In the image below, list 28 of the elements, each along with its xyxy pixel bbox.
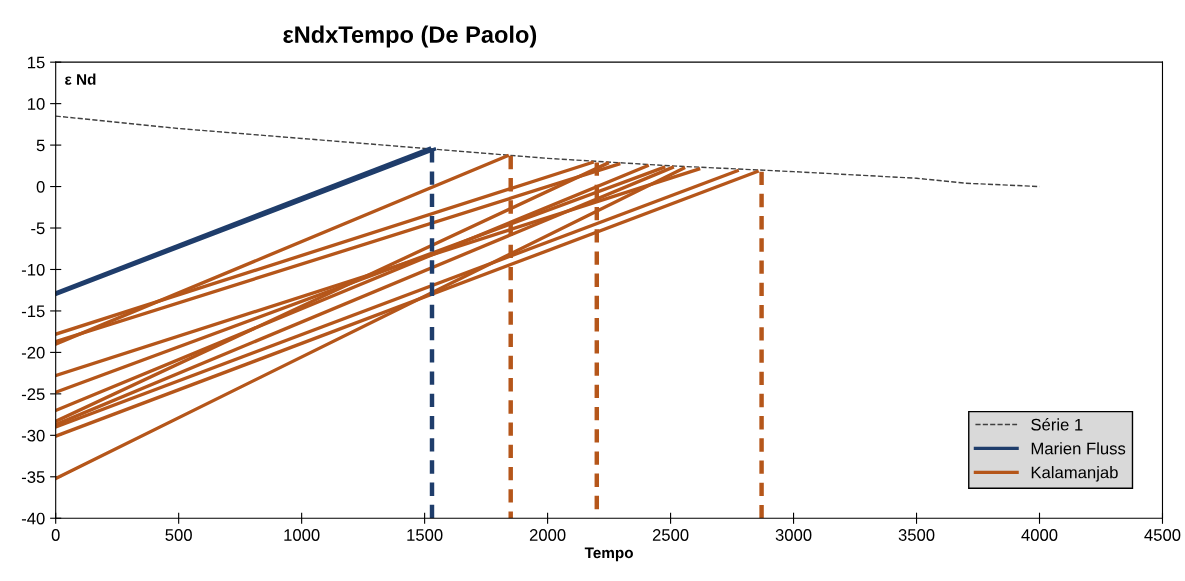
y-tick-label: 10 (28, 98, 45, 110)
x-tick-label: 1500 (407, 529, 443, 541)
y-tick-label: -10 (21, 263, 45, 276)
x-tick-label: 2000 (529, 529, 566, 541)
y-tick-label: -40 (21, 512, 45, 525)
y-tick-label: -30 (21, 429, 45, 442)
x-tick-label: 4000 (1021, 529, 1058, 541)
y-tick-label: -35 (21, 471, 45, 483)
y-tick-label: -5 (31, 222, 45, 235)
x-tick-label: 0 (51, 529, 60, 541)
x-tick-label: 3500 (898, 529, 935, 541)
y-tick-label: -25 (21, 388, 45, 401)
x-axis-title: Tempo (584, 547, 633, 562)
annotation: ε Nd (65, 73, 96, 85)
x-tick-label: 1000 (284, 529, 320, 541)
chart-title: εNdxTempo (De Paolo) (283, 25, 537, 48)
y-tick-label: 5 (36, 139, 45, 152)
y-tick-label: -15 (21, 305, 45, 318)
y-tick-label: -20 (21, 346, 45, 359)
y-tick-label: 0 (36, 180, 45, 193)
x-tick-label: 3000 (775, 529, 812, 541)
x-tick-label: 2500 (652, 529, 689, 541)
y-tick-label: 15 (28, 56, 45, 69)
x-tick-label: 4500 (1144, 529, 1181, 541)
x-tick-label: 500 (165, 529, 192, 541)
legend-label: Kalamanjab (1031, 466, 1118, 482)
legend-label: Marien Fluss (1031, 442, 1126, 455)
legend-label: Série 1 (1031, 418, 1083, 431)
